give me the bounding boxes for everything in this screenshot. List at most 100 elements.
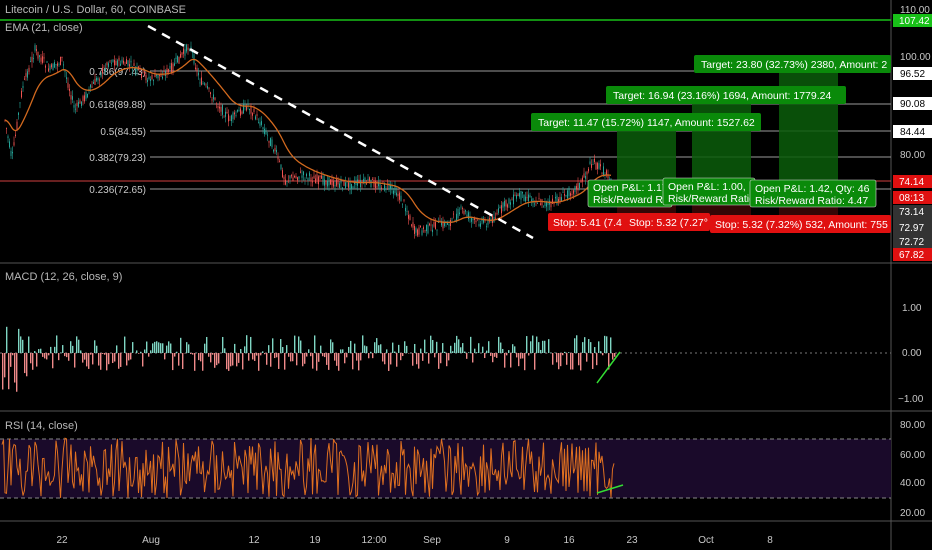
candle-body[interactable] <box>463 211 465 215</box>
macd-bar[interactable] <box>432 340 434 353</box>
macd-bar[interactable] <box>180 337 182 353</box>
macd-legend[interactable]: MACD (12, 26, close, 9) <box>5 271 123 283</box>
macd-bar[interactable] <box>448 353 450 361</box>
candle-body[interactable] <box>252 113 253 116</box>
candle-body[interactable] <box>559 196 561 201</box>
macd-bar[interactable] <box>396 353 398 367</box>
macd-bar[interactable] <box>46 353 48 360</box>
candle-body[interactable] <box>544 201 546 206</box>
candle-body[interactable] <box>547 202 549 205</box>
macd-bar[interactable] <box>266 353 268 365</box>
macd-bar[interactable] <box>482 346 484 353</box>
candle-body[interactable] <box>319 175 321 178</box>
candle-body[interactable] <box>397 194 399 196</box>
candle-body[interactable] <box>27 71 28 78</box>
candle-body[interactable] <box>81 101 82 106</box>
candle-body[interactable] <box>243 104 244 114</box>
candle-body[interactable] <box>306 173 307 177</box>
candle-body[interactable] <box>279 160 280 162</box>
candle-body[interactable] <box>586 171 588 175</box>
candle-body[interactable] <box>234 112 235 115</box>
macd-bar[interactable] <box>304 353 306 364</box>
candle-body[interactable] <box>499 207 501 208</box>
candle-body[interactable] <box>241 111 243 114</box>
macd-bar[interactable] <box>240 349 242 353</box>
macd-bar[interactable] <box>344 353 346 364</box>
candle-body[interactable] <box>433 222 435 227</box>
candle-body[interactable] <box>294 176 295 178</box>
macd-bar[interactable] <box>494 353 496 357</box>
candle-body[interactable] <box>315 178 316 184</box>
candle-body[interactable] <box>9 141 10 148</box>
macd-bar[interactable] <box>90 353 92 355</box>
candle-body[interactable] <box>147 79 148 83</box>
macd-bar[interactable] <box>458 339 460 353</box>
candle-body[interactable] <box>54 62 55 68</box>
macd-bar[interactable] <box>370 351 372 353</box>
macd-bar[interactable] <box>252 353 254 360</box>
macd-bar[interactable] <box>278 353 280 369</box>
candle-body[interactable] <box>171 63 172 73</box>
candle-body[interactable] <box>340 179 342 184</box>
candle-body[interactable] <box>163 71 165 72</box>
macd-bar[interactable] <box>142 353 144 367</box>
macd-bar[interactable] <box>614 353 616 357</box>
macd-bar[interactable] <box>190 353 192 355</box>
macd-bar[interactable] <box>476 352 478 353</box>
candle-body[interactable] <box>307 178 309 181</box>
candle-body[interactable] <box>388 183 390 190</box>
candle-body[interactable] <box>285 179 286 185</box>
macd-bar[interactable] <box>28 336 30 353</box>
macd-bar[interactable] <box>328 353 330 370</box>
macd-bar[interactable] <box>164 353 166 360</box>
candle-body[interactable] <box>207 86 208 89</box>
candle-body[interactable] <box>202 83 204 85</box>
macd-bar[interactable] <box>38 349 40 353</box>
candle-body[interactable] <box>606 170 607 175</box>
candle-body[interactable] <box>24 78 25 80</box>
candle-body[interactable] <box>16 121 18 130</box>
macd-bar[interactable] <box>564 351 566 353</box>
candle-body[interactable] <box>543 205 544 207</box>
candle-body[interactable] <box>337 180 339 185</box>
candle-body[interactable] <box>538 197 540 199</box>
candle-body[interactable] <box>262 127 264 129</box>
candle-body[interactable] <box>271 139 273 148</box>
candle-body[interactable] <box>288 180 289 182</box>
candle-body[interactable] <box>328 177 330 186</box>
macd-bar[interactable] <box>230 353 232 367</box>
candle-body[interactable] <box>255 116 256 120</box>
candle-body[interactable] <box>295 176 297 178</box>
macd-bar[interactable] <box>102 353 104 354</box>
candle-body[interactable] <box>144 72 145 75</box>
candle-body[interactable] <box>399 192 400 200</box>
candle-body[interactable] <box>501 205 502 214</box>
candle-body[interactable] <box>603 166 604 176</box>
macd-bar[interactable] <box>138 353 140 354</box>
macd-bar[interactable] <box>254 353 256 361</box>
macd-bar[interactable] <box>26 353 28 377</box>
macd-bar[interactable] <box>126 353 128 366</box>
candle-body[interactable] <box>12 152 13 154</box>
candle-body[interactable] <box>511 199 513 201</box>
candle-body[interactable] <box>106 62 108 66</box>
candle-body[interactable] <box>505 199 507 207</box>
macd-bar[interactable] <box>14 353 16 383</box>
candle-body[interactable] <box>486 226 487 228</box>
candle-body[interactable] <box>417 229 418 236</box>
macd-bar[interactable] <box>194 353 196 371</box>
candle-body[interactable] <box>40 57 42 62</box>
candle-body[interactable] <box>574 186 576 192</box>
candle-body[interactable] <box>99 79 100 81</box>
macd-bar[interactable] <box>18 328 20 353</box>
candle-body[interactable] <box>331 179 333 186</box>
macd-bar[interactable] <box>104 353 106 355</box>
candle-body[interactable] <box>58 63 60 65</box>
macd-bar[interactable] <box>124 336 126 353</box>
candle-body[interactable] <box>201 77 202 85</box>
candle-body[interactable] <box>33 58 34 60</box>
candle-body[interactable] <box>244 103 246 107</box>
macd-bar[interactable] <box>326 353 328 365</box>
candle-body[interactable] <box>555 197 556 199</box>
candle-body[interactable] <box>351 183 352 190</box>
